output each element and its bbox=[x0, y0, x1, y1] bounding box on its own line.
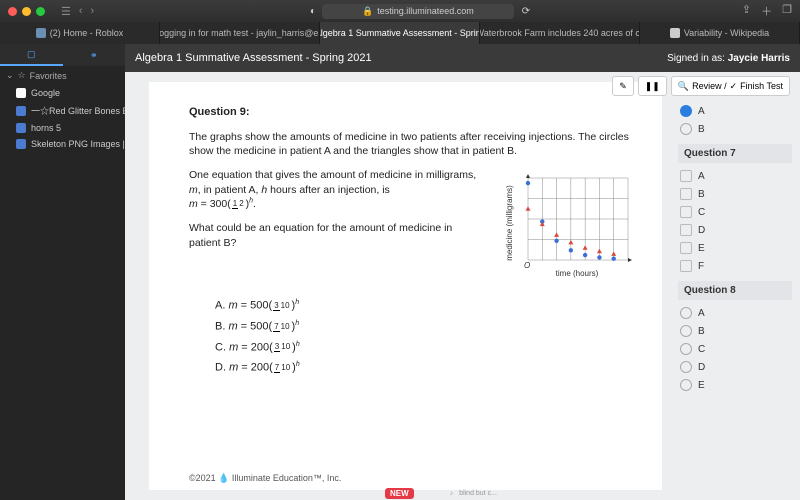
url-host: testing.illuminateed.com bbox=[377, 6, 474, 16]
user-name: Jaycie Harris bbox=[728, 53, 790, 64]
pause-icon: ❚❚ bbox=[645, 81, 660, 92]
svg-text:O: O bbox=[524, 261, 530, 270]
reload-icon[interactable]: ⟳ bbox=[522, 6, 530, 17]
y-axis-label: medicine (milligrams) bbox=[505, 185, 514, 261]
question-nav: A B Question 7 ABCDEF Question 8 ABCDE bbox=[670, 72, 800, 500]
bottom-text: blind but c... bbox=[459, 490, 497, 497]
question-number: Question 9: bbox=[189, 106, 632, 118]
forward-icon[interactable]: › bbox=[91, 5, 95, 17]
new-badge: NEW bbox=[385, 488, 414, 499]
favorites-label: Favorites bbox=[30, 71, 67, 81]
back-icon[interactable]: ‹ bbox=[79, 5, 83, 17]
bottom-peek: NEW ♪ blind but c... bbox=[385, 486, 497, 500]
answer-options: A. m = 500(310)h B. m = 500(710)h C. m = 2… bbox=[215, 299, 632, 374]
tab-strip: (2) Home - Robloxlogging in for math tes… bbox=[0, 22, 800, 44]
fullscreen-window-icon[interactable] bbox=[36, 7, 45, 16]
footer-text: ©2021 💧 Illuminate Education™, Inc. bbox=[189, 473, 341, 484]
browser-tab[interactable]: (2) Home - Roblox bbox=[0, 22, 160, 44]
nav-option[interactable]: C bbox=[678, 340, 792, 358]
nav-option[interactable]: C bbox=[678, 203, 792, 221]
browser-tab[interactable]: Waterbrook Farm includes 240 acres of c.… bbox=[480, 22, 640, 44]
finish-label: Finish Test bbox=[740, 81, 783, 91]
question-prompt-3: What could be an equation for the amount… bbox=[189, 221, 484, 249]
browser-tab[interactable]: Algebra 1 Summative Assessment - Sprin..… bbox=[320, 22, 480, 44]
nav-option[interactable]: B bbox=[678, 185, 792, 203]
tabs-overview-icon[interactable]: ❐ bbox=[782, 3, 792, 19]
x-axis-label: time (hours) bbox=[556, 269, 599, 278]
shield-icon[interactable]: ◐ bbox=[310, 6, 316, 17]
share-icon[interactable]: ⇪ bbox=[742, 3, 751, 19]
favorites-header[interactable]: ⌄ ☆ Favorites bbox=[0, 66, 125, 85]
browser-tab[interactable]: logging in for math test - jaylin_harris… bbox=[160, 22, 320, 44]
pencil-icon: ✎ bbox=[619, 81, 627, 92]
app-header: Algebra 1 Summative Assessment - Spring … bbox=[125, 44, 800, 72]
mac-titlebar: ☰ ‹ › ◐ 🔒 testing.illuminateed.com ⟳ ⇪ ＋… bbox=[0, 0, 800, 22]
review-label: Review / bbox=[692, 81, 727, 91]
reading-list-tab-icon[interactable]: ⚭ bbox=[63, 44, 126, 66]
app-main: Algebra 1 Summative Assessment - Spring … bbox=[125, 44, 800, 500]
page-title: Algebra 1 Summative Assessment - Spring … bbox=[135, 52, 372, 64]
browser-tab[interactable]: Variability - Wikipedia bbox=[640, 22, 800, 44]
check-icon: ✓ bbox=[730, 81, 738, 92]
nav-option[interactable]: D bbox=[678, 221, 792, 239]
chart: medicine (milligrams) time (hours) O bbox=[502, 168, 632, 281]
nav-option[interactable]: A bbox=[678, 304, 792, 322]
nav-option[interactable]: A bbox=[678, 167, 792, 185]
nav-q7-header[interactable]: Question 7 bbox=[678, 144, 792, 163]
bookmark-item[interactable]: horns 5 bbox=[0, 120, 125, 136]
nav-prev-option-a[interactable]: A bbox=[678, 102, 792, 120]
bookmark-item[interactable]: Google bbox=[0, 85, 125, 101]
close-window-icon[interactable] bbox=[8, 7, 17, 16]
address-bar[interactable]: 🔒 testing.illuminateed.com bbox=[322, 4, 514, 19]
bookmark-item[interactable]: Skeleton PNG Images | V... bbox=[0, 136, 125, 152]
nav-option[interactable]: D bbox=[678, 358, 792, 376]
answer-option[interactable]: B. m = 500(710)h bbox=[215, 320, 632, 333]
answer-option[interactable]: C. m = 200(310)h bbox=[215, 341, 632, 354]
signed-in-label: Signed in as: bbox=[667, 53, 725, 64]
question-prompt-2: One equation that gives the amount of me… bbox=[189, 168, 484, 211]
nav-option[interactable]: E bbox=[678, 239, 792, 257]
minimize-window-icon[interactable] bbox=[22, 7, 31, 16]
nav-option[interactable]: F bbox=[678, 257, 792, 275]
nav-q8-header[interactable]: Question 8 bbox=[678, 281, 792, 300]
question-paper: Question 9: The graphs show the amounts … bbox=[149, 82, 662, 490]
sidebar-toggle-icon[interactable]: ☰ bbox=[61, 5, 71, 18]
search-icon: 🔍 bbox=[678, 81, 689, 92]
nav-option[interactable]: B bbox=[678, 322, 792, 340]
test-toolbar: ✎ ❚❚ 🔍 Review / ✓ Finish Test bbox=[612, 76, 790, 96]
answer-option[interactable]: A. m = 500(310)h bbox=[215, 299, 632, 312]
new-tab-icon[interactable]: ＋ bbox=[761, 3, 772, 19]
nav-prev-option-b[interactable]: B bbox=[678, 120, 792, 138]
chevron-down-icon: ⌄ bbox=[6, 70, 14, 81]
content-area: ✎ ❚❚ 🔍 Review / ✓ Finish Test Question 9… bbox=[125, 72, 800, 500]
edit-button[interactable]: ✎ bbox=[612, 76, 634, 96]
bookmark-item[interactable]: 一☆Red Glitter Bones Bl... bbox=[0, 101, 125, 120]
bookmarks-tab-icon[interactable]: ▢ bbox=[0, 44, 63, 66]
nav-option[interactable]: E bbox=[678, 376, 792, 394]
review-finish-button[interactable]: 🔍 Review / ✓ Finish Test bbox=[671, 76, 790, 96]
star-icon: ☆ bbox=[18, 70, 26, 81]
pause-button[interactable]: ❚❚ bbox=[638, 76, 667, 96]
traffic-lights bbox=[8, 7, 45, 16]
bookmarks-sidebar: ▢ ⚭ ⌄ ☆ Favorites Google一☆Red Glitter Bo… bbox=[0, 44, 125, 500]
lock-icon: 🔒 bbox=[362, 6, 373, 17]
answer-option[interactable]: D. m = 200(710)h bbox=[215, 361, 632, 374]
question-prompt-1: The graphs show the amounts of medicine … bbox=[189, 130, 632, 158]
